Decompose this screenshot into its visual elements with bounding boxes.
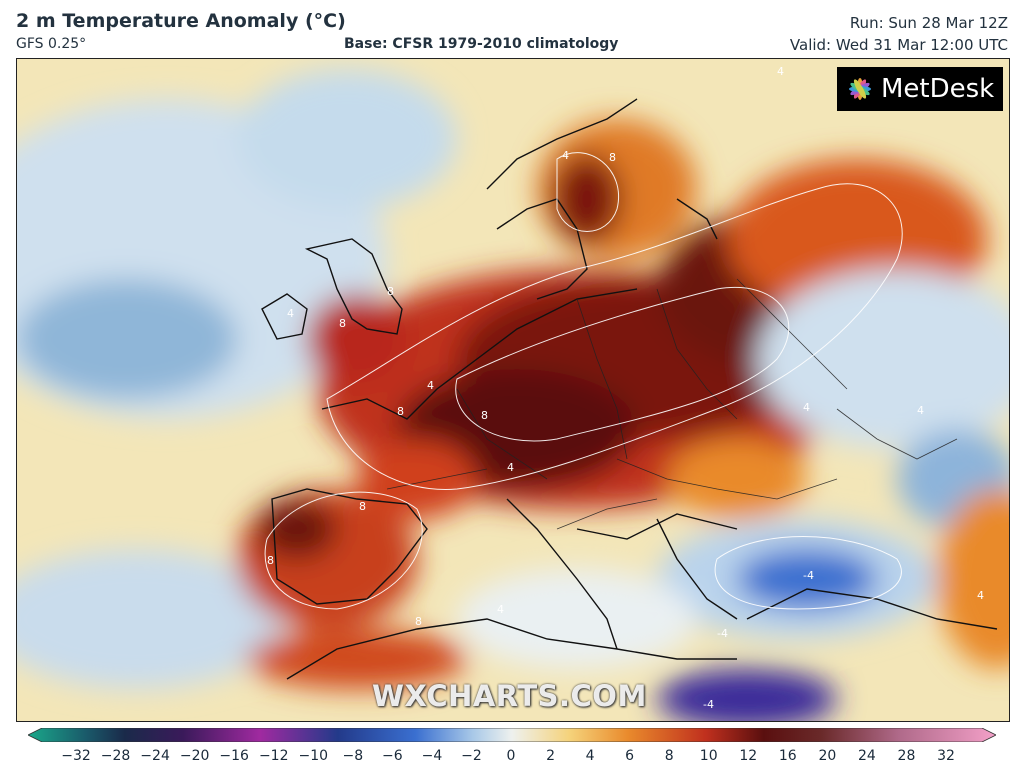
colorbar-tick-label: −4 bbox=[421, 748, 443, 764]
contour-label: -4 bbox=[717, 627, 728, 640]
colorbar-tick-label: −12 bbox=[258, 748, 289, 764]
temperature-anomaly-map: 4 4 8 8 4 8 8 4 8 4 4 8 4 8 4 -4 -4 4 8 … bbox=[16, 58, 1010, 722]
run-time-label: Run: Sun 28 Mar 12Z bbox=[849, 14, 1008, 32]
colorbar-tick-label: −32 bbox=[61, 748, 91, 764]
colorbar-tick-label: −10 bbox=[298, 748, 329, 764]
contour-label: 8 bbox=[397, 405, 404, 418]
colorbar-tick-label: 12 bbox=[739, 748, 758, 764]
colorbar-tick-label: −20 bbox=[179, 748, 210, 764]
colorbar-tick-label: 16 bbox=[778, 748, 797, 764]
colorbar-tick-label: 6 bbox=[625, 748, 635, 764]
contour-label: 4 bbox=[287, 307, 294, 320]
base-climatology-label: Base: CFSR 1979-2010 climatology bbox=[344, 36, 619, 52]
contour-label: 4 bbox=[507, 461, 514, 474]
colorbar-tick-label: −8 bbox=[342, 748, 364, 764]
anomaly-contours bbox=[264, 152, 903, 610]
contour-label: 4 bbox=[427, 379, 434, 392]
contour-label: 4 bbox=[803, 401, 810, 414]
contour-label: 8 bbox=[339, 317, 346, 330]
metdesk-flower-icon bbox=[849, 78, 871, 100]
contour-label: 4 bbox=[917, 404, 924, 417]
colorbar-tick-label: 10 bbox=[699, 748, 718, 764]
contour-label: 4 bbox=[497, 603, 504, 616]
contour-label: 8 bbox=[415, 615, 422, 628]
contour-label: 8 bbox=[481, 409, 488, 422]
logo-text: MetDesk bbox=[881, 74, 995, 104]
coastlines bbox=[261, 98, 998, 680]
colorbar-tick-label: 0 bbox=[506, 748, 516, 764]
chart-title: 2 m Temperature Anomaly (°C) bbox=[16, 10, 346, 32]
colorbar-ticks: −32 −28 −24 −20 −16 −12 −10 −8 −6 −4 −2 0 2 4 6 8 10 12 16… bbox=[0, 748, 1024, 770]
colorbar-tick-label: −16 bbox=[219, 748, 249, 764]
country-borders bbox=[386, 278, 958, 530]
contour-label: 4 bbox=[977, 589, 984, 602]
contour-label: -4 bbox=[803, 569, 814, 582]
contour-label: 4 bbox=[562, 149, 569, 162]
colorbar-tick-label: 4 bbox=[585, 748, 595, 764]
colorbar-tick-label: −2 bbox=[461, 748, 482, 764]
colorbar-tick-label: 28 bbox=[897, 748, 916, 764]
colorbar-tick-label: −6 bbox=[382, 748, 403, 764]
valid-time-label: Valid: Wed 31 Mar 12:00 UTC bbox=[789, 36, 1008, 54]
colorbar-tick-label: 32 bbox=[937, 748, 955, 764]
colorbar-tick-label: 8 bbox=[664, 748, 674, 764]
contour-label: 8 bbox=[387, 285, 394, 298]
model-label: GFS 0.25° bbox=[16, 36, 87, 52]
colorbar-tick-label: −24 bbox=[140, 748, 170, 764]
colorbar-tick-label: 2 bbox=[546, 748, 555, 764]
colorbar-tick-label: 20 bbox=[818, 748, 837, 764]
contour-label-layer: 4 4 8 8 4 8 8 4 8 4 4 8 4 8 4 -4 -4 4 8 … bbox=[267, 65, 984, 711]
anomaly-field bbox=[17, 69, 1009, 721]
map-canvas: 4 4 8 8 4 8 8 4 8 4 4 8 4 8 4 -4 -4 4 8 … bbox=[17, 59, 1009, 721]
contour-label: 4 bbox=[777, 65, 784, 78]
wxcharts-watermark: WXCHARTS.COM bbox=[372, 679, 647, 713]
colorbar bbox=[28, 728, 996, 742]
colorbar-tick-label: −28 bbox=[100, 748, 131, 764]
metdesk-logo: MetDesk bbox=[837, 67, 1003, 111]
contour-label: 8 bbox=[609, 151, 616, 164]
contour-label: -4 bbox=[703, 698, 714, 711]
contour-label: 8 bbox=[359, 500, 366, 513]
colorbar-tick-label: 24 bbox=[857, 748, 876, 764]
contour-label: 8 bbox=[267, 554, 274, 567]
